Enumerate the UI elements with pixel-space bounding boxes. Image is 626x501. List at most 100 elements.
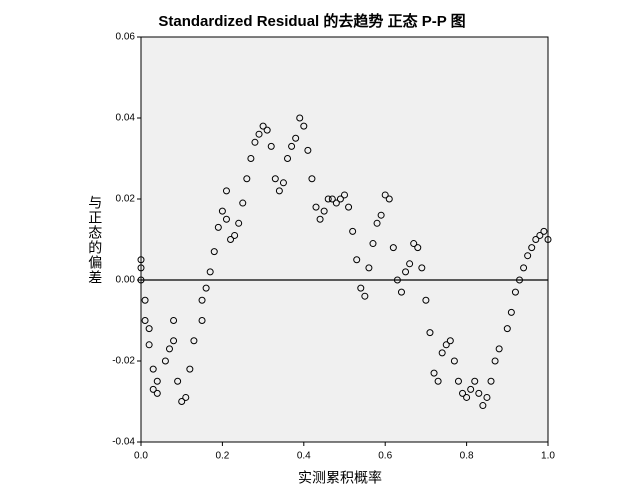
point <box>288 142 296 150</box>
point <box>247 155 255 162</box>
point <box>149 385 157 393</box>
y-tick-label: -0.04 <box>112 437 135 448</box>
point <box>222 187 230 195</box>
point <box>471 377 479 385</box>
point <box>182 393 190 401</box>
point <box>267 142 275 150</box>
point <box>446 337 454 345</box>
y-tick-label: 0.02 <box>116 194 136 205</box>
point <box>361 292 369 300</box>
point <box>324 195 332 203</box>
point <box>467 385 475 393</box>
point <box>540 227 548 235</box>
point <box>418 264 426 272</box>
x-tick-label: 0.2 <box>215 451 229 462</box>
point <box>312 203 320 211</box>
y-tick-label: 0.04 <box>116 113 136 124</box>
point <box>149 365 157 373</box>
point <box>402 268 410 276</box>
point <box>544 236 552 243</box>
point <box>507 308 515 316</box>
point <box>243 175 251 183</box>
point <box>141 296 149 304</box>
point <box>275 187 283 195</box>
point <box>202 284 210 292</box>
point <box>442 341 450 349</box>
point <box>365 264 373 272</box>
x-tick-label: 0.0 <box>134 451 148 462</box>
point <box>381 191 389 199</box>
point <box>483 393 491 401</box>
point <box>198 317 206 324</box>
point <box>316 215 324 223</box>
x-tick-label: 0.6 <box>378 451 392 462</box>
point <box>426 329 434 337</box>
point <box>170 317 178 324</box>
plot-area <box>140 36 549 443</box>
chart-title: Standardized Residual 的去趋势 正态 P-P 图 <box>158 12 465 30</box>
point <box>170 337 178 345</box>
point <box>345 203 353 211</box>
x-tick-label: 1.0 <box>541 451 555 462</box>
point <box>263 126 271 134</box>
point <box>178 398 186 405</box>
point <box>137 256 145 264</box>
point <box>491 357 499 365</box>
point <box>137 264 145 272</box>
point <box>397 288 405 296</box>
point <box>304 146 312 154</box>
point <box>349 227 357 235</box>
point <box>438 349 446 357</box>
point <box>300 122 308 130</box>
y-axis-label: 与正态的偏差 <box>87 195 103 285</box>
point <box>255 130 263 138</box>
point <box>328 195 336 203</box>
point <box>190 337 198 345</box>
point <box>308 175 316 183</box>
point <box>153 377 161 385</box>
point <box>389 244 397 252</box>
point <box>198 296 206 304</box>
point <box>137 276 145 284</box>
point <box>520 264 528 272</box>
point <box>422 296 430 304</box>
point <box>454 377 462 385</box>
point <box>516 276 524 284</box>
point <box>222 215 230 223</box>
point <box>353 256 361 264</box>
point <box>369 240 377 248</box>
point <box>296 114 304 122</box>
point <box>145 325 153 333</box>
point <box>406 260 414 268</box>
point <box>320 207 328 215</box>
y-tick-label: 0.06 <box>116 32 136 43</box>
point <box>210 248 218 256</box>
x-axis-label: 实测累积概率 <box>298 470 382 486</box>
point <box>479 402 487 410</box>
point <box>227 236 235 243</box>
point <box>153 389 161 397</box>
point <box>459 389 467 397</box>
y-tick-label: -0.02 <box>112 356 135 367</box>
point <box>450 357 458 365</box>
point <box>357 284 365 292</box>
point <box>235 219 243 227</box>
point <box>487 377 495 385</box>
point <box>214 223 222 231</box>
point <box>532 236 540 243</box>
point <box>284 155 292 162</box>
point <box>174 377 182 385</box>
point <box>165 345 173 353</box>
point <box>341 191 348 199</box>
point <box>495 345 503 353</box>
point <box>434 377 442 385</box>
point <box>218 207 226 215</box>
point <box>239 199 247 207</box>
point <box>206 268 214 276</box>
point <box>271 175 279 183</box>
point <box>528 244 536 252</box>
point <box>145 341 153 349</box>
point <box>292 134 300 142</box>
point <box>536 231 544 239</box>
